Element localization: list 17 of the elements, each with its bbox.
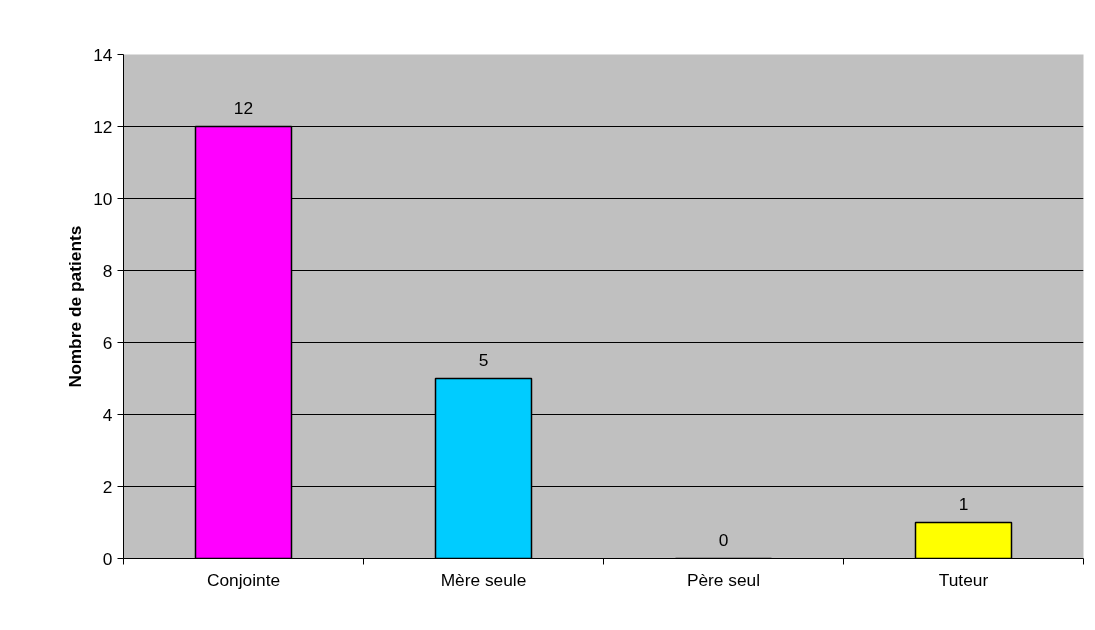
data-label: 5 [478, 349, 489, 370]
y-axis-title: Nombre de patients [65, 225, 86, 388]
x-tick-label: Tuteur [938, 569, 989, 590]
data-label: 1 [958, 493, 969, 514]
x-tick-label: Conjointe [206, 569, 281, 590]
y-tick-label: 0 [102, 548, 113, 569]
y-tick-label: 14 [93, 44, 113, 65]
data-label: 0 [718, 529, 729, 550]
x-tick-label: Mère seule [440, 569, 527, 590]
y-tick-label: 2 [102, 476, 113, 497]
y-tick-label: 8 [102, 260, 113, 281]
data-label: 12 [233, 97, 254, 118]
y-tick-label: 4 [102, 404, 113, 425]
y-tick-label: 6 [102, 332, 113, 353]
y-tick-label: 12 [93, 116, 113, 137]
y-tick-label: 10 [93, 188, 113, 209]
x-tick-label: Père seul [686, 569, 761, 590]
